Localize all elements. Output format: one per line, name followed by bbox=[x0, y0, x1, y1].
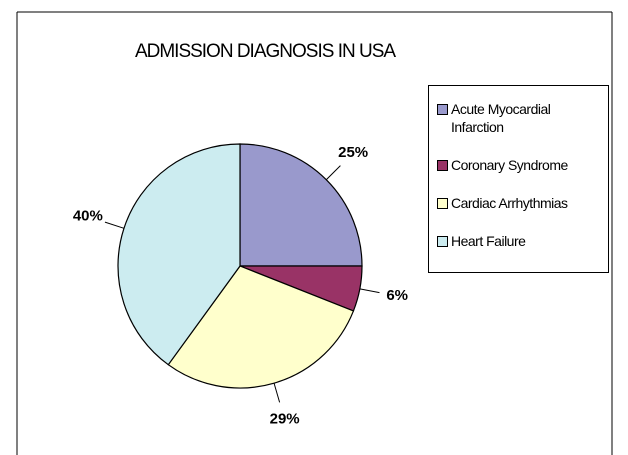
legend-item: Coronary Syndrome bbox=[437, 156, 602, 174]
legend-swatch bbox=[437, 236, 448, 247]
chart-title: ADMISSION DIAGNOSIS IN USA bbox=[135, 41, 396, 62]
legend-label: Coronary Syndrome bbox=[451, 157, 568, 173]
legend-item: Acute Myocardial Infarction bbox=[437, 100, 602, 136]
data-label: 29% bbox=[270, 411, 300, 428]
legend-swatch bbox=[437, 198, 448, 209]
legend-swatch bbox=[437, 104, 448, 115]
legend-label: Acute Myocardial Infarction bbox=[451, 101, 551, 135]
pie-slice bbox=[167, 265, 355, 389]
leader-line bbox=[273, 383, 281, 403]
legend-swatch bbox=[437, 160, 448, 171]
legend-item: Cardiac Arrhythmias bbox=[437, 194, 602, 212]
data-label: 6% bbox=[386, 287, 408, 304]
leader-line bbox=[359, 288, 380, 294]
pie-slice bbox=[239, 143, 363, 267]
data-label: 40% bbox=[73, 208, 103, 225]
legend-item: Heart Failure bbox=[437, 232, 602, 250]
legend-label: Heart Failure bbox=[451, 233, 526, 249]
leader-line bbox=[104, 221, 125, 229]
data-label: 25% bbox=[338, 144, 368, 161]
legend-label: Cardiac Arrhythmias bbox=[451, 195, 568, 211]
leader-line bbox=[325, 165, 341, 181]
legend: Acute Myocardial Infarction Coronary Synd… bbox=[428, 85, 609, 273]
